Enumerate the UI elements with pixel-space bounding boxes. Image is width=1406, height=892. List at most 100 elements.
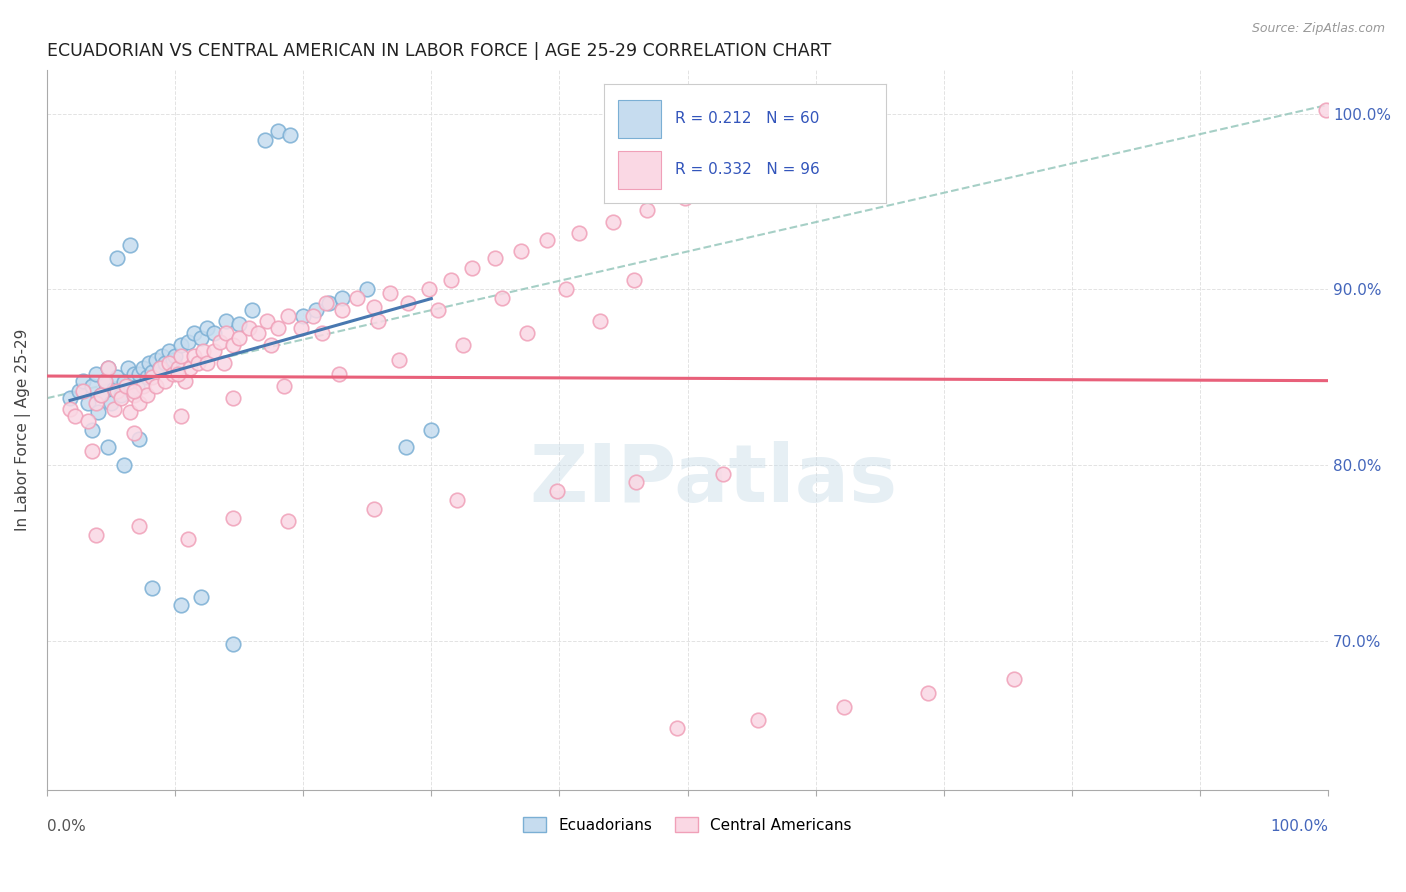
- Point: [77, 414, 100, 428]
- Point: [713, 180, 735, 194]
- Point: [623, 273, 645, 287]
- Point: [636, 203, 658, 218]
- Point: [90, 387, 112, 401]
- Point: [461, 261, 484, 276]
- Point: [228, 318, 250, 332]
- Point: [80, 443, 103, 458]
- Point: [103, 383, 125, 397]
- Point: [103, 401, 125, 416]
- Point: [277, 514, 299, 528]
- Point: [446, 493, 468, 508]
- Point: [157, 343, 180, 358]
- Point: [305, 303, 328, 318]
- Point: [145, 352, 167, 367]
- Point: [190, 331, 212, 345]
- Point: [177, 334, 200, 349]
- Point: [100, 396, 122, 410]
- Point: [713, 467, 735, 481]
- Point: [260, 338, 283, 352]
- Point: [315, 296, 337, 310]
- Point: [97, 361, 120, 376]
- Point: [228, 331, 250, 345]
- Point: [328, 367, 350, 381]
- Point: [170, 599, 193, 613]
- Point: [110, 391, 132, 405]
- Point: [149, 361, 172, 376]
- Point: [195, 321, 218, 335]
- Point: [93, 374, 115, 388]
- Point: [170, 349, 193, 363]
- Point: [128, 396, 150, 410]
- Point: [292, 309, 315, 323]
- Point: [141, 581, 163, 595]
- Point: [426, 303, 449, 318]
- Point: [1315, 103, 1337, 117]
- Point: [238, 321, 260, 335]
- Point: [536, 233, 558, 247]
- Text: 0.0%: 0.0%: [46, 819, 86, 834]
- Point: [117, 361, 139, 376]
- Point: [356, 282, 378, 296]
- Point: [266, 321, 288, 335]
- Point: [110, 387, 132, 401]
- Point: [367, 314, 389, 328]
- Point: [128, 367, 150, 381]
- Point: [510, 244, 533, 258]
- Point: [917, 686, 939, 700]
- Point: [84, 528, 107, 542]
- Point: [491, 291, 513, 305]
- Point: [72, 374, 94, 388]
- Point: [170, 338, 193, 352]
- Point: [439, 273, 461, 287]
- Point: [280, 128, 302, 142]
- Point: [395, 441, 418, 455]
- Point: [77, 396, 100, 410]
- Point: [97, 441, 120, 455]
- Point: [87, 405, 110, 419]
- Point: [84, 396, 107, 410]
- Point: [568, 226, 591, 240]
- Point: [132, 361, 155, 376]
- Point: [162, 367, 184, 381]
- Point: [183, 326, 205, 341]
- Point: [63, 409, 86, 423]
- Point: [666, 722, 689, 736]
- Point: [183, 349, 205, 363]
- Point: [222, 510, 245, 524]
- Text: ZIPatlas: ZIPatlas: [529, 442, 897, 519]
- Point: [273, 379, 295, 393]
- Point: [202, 343, 225, 358]
- Point: [122, 387, 145, 401]
- Point: [67, 384, 90, 398]
- Point: [222, 391, 245, 405]
- Point: [120, 405, 142, 419]
- Point: [107, 370, 129, 384]
- Text: ECUADORIAN VS CENTRAL AMERICAN IN LABOR FORCE | AGE 25-29 CORRELATION CHART: ECUADORIAN VS CENTRAL AMERICAN IN LABOR …: [46, 42, 831, 60]
- Point: [516, 326, 538, 341]
- Point: [174, 374, 197, 388]
- Point: [202, 326, 225, 341]
- Point: [247, 326, 270, 341]
- Point: [90, 387, 112, 401]
- Point: [256, 314, 278, 328]
- Point: [145, 379, 167, 393]
- Point: [330, 303, 353, 318]
- Point: [80, 423, 103, 437]
- Point: [179, 361, 201, 376]
- Point: [832, 700, 855, 714]
- Point: [190, 590, 212, 604]
- Point: [135, 387, 157, 401]
- Legend: Ecuadorians, Central Americans: Ecuadorians, Central Americans: [523, 817, 852, 833]
- Point: [150, 349, 173, 363]
- Point: [125, 379, 148, 393]
- Point: [162, 352, 184, 367]
- Point: [153, 356, 176, 370]
- Point: [673, 191, 696, 205]
- Point: [97, 361, 120, 376]
- Point: [72, 384, 94, 398]
- Point: [346, 291, 368, 305]
- Point: [208, 334, 231, 349]
- Point: [177, 532, 200, 546]
- Point: [546, 484, 568, 499]
- Point: [153, 374, 176, 388]
